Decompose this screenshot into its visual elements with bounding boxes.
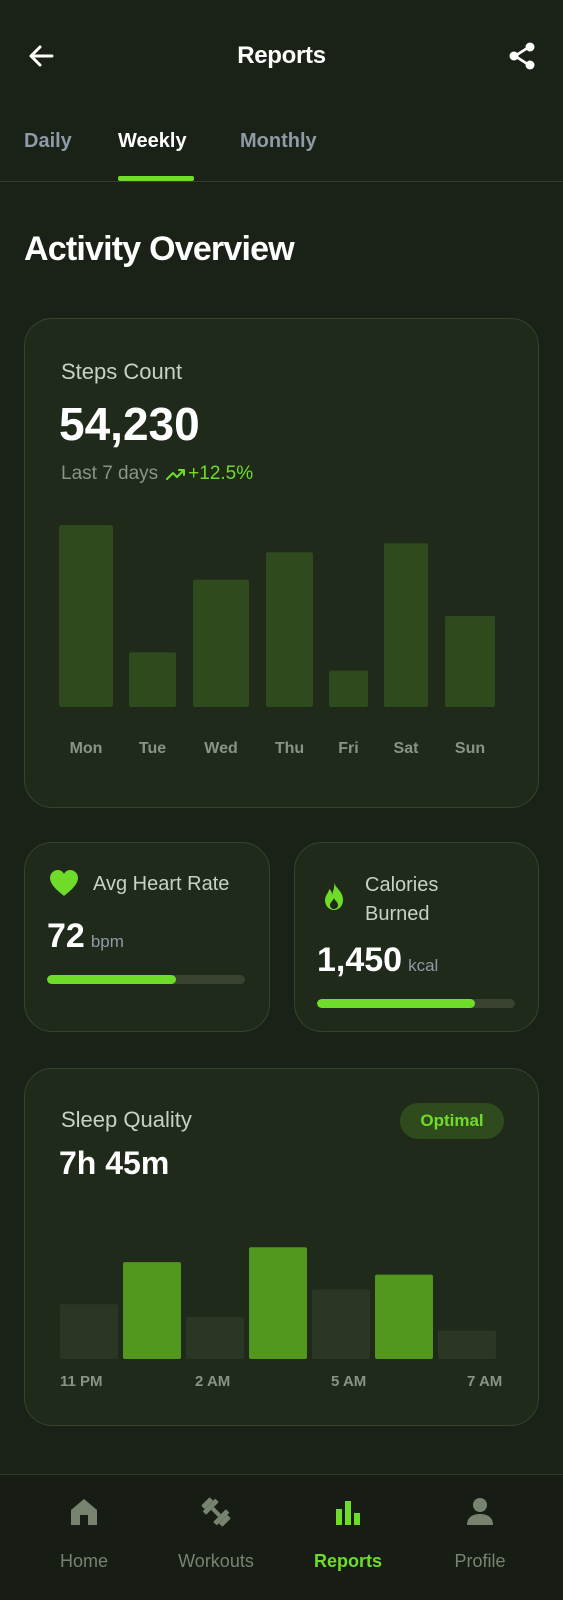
sleep-bar <box>249 1247 307 1359</box>
active-tab-indicator <box>118 176 194 181</box>
steps-card[interactable]: Steps Count 54,230 Last 7 days +12.5% Mo… <box>24 318 539 808</box>
nav-reports[interactable]: Reports <box>288 1495 408 1572</box>
steps-day-label: Tue <box>139 740 166 757</box>
steps-day-label: Thu <box>275 740 304 757</box>
steps-value: 54,230 <box>59 398 200 450</box>
bar-chart-icon <box>336 1501 360 1525</box>
steps-bar-sun <box>445 616 495 707</box>
sleep-bar <box>438 1330 496 1359</box>
steps-trend: +12.5% <box>166 463 253 485</box>
calories-unit: kcal <box>408 956 439 975</box>
tab-weekly[interactable]: Weekly <box>118 130 187 152</box>
section-title: Activity Overview <box>24 230 295 268</box>
sleep-bar <box>186 1316 244 1359</box>
calories-value-row: 1,450 kcal <box>317 941 438 980</box>
sleep-status-badge: Optimal <box>400 1103 504 1139</box>
sleep-bar <box>375 1274 433 1359</box>
heart-unit: bpm <box>90 932 124 951</box>
sleep-bar <box>60 1304 118 1359</box>
sleep-value: 7h 45m <box>59 1145 170 1181</box>
sleep-label: Sleep Quality <box>61 1107 192 1132</box>
heart-label: Avg Heart Rate <box>93 873 230 895</box>
steps-day-label: Fri <box>338 740 358 757</box>
nav-workouts[interactable]: Workouts <box>156 1495 276 1572</box>
arrow-left-icon <box>29 45 54 67</box>
steps-day-label: Mon <box>70 740 103 757</box>
heart-value-row: 72 bpm <box>47 917 124 956</box>
calories-progress-track <box>317 999 515 1008</box>
period-tabs: Daily Weekly Monthly <box>0 118 563 182</box>
page-title: Reports <box>237 42 326 69</box>
user-icon <box>467 1498 493 1525</box>
heart-progress-fill <box>47 975 176 984</box>
calories-label-line1: Calories <box>365 874 439 896</box>
heart-icon <box>50 870 78 896</box>
trending-up-icon <box>166 469 186 480</box>
nav-label: Home <box>59 1551 108 1571</box>
nav-profile[interactable]: Profile <box>420 1495 540 1572</box>
sleep-bar <box>123 1262 181 1359</box>
steps-bar-fri <box>329 670 368 707</box>
share-button[interactable] <box>506 40 538 72</box>
steps-trend-value: +12.5% <box>188 463 254 484</box>
nav-label: Workouts <box>178 1551 254 1571</box>
steps-bar-sat <box>384 543 428 707</box>
sleep-time-label: 2 AM <box>195 1373 231 1390</box>
steps-bar-thu <box>266 552 313 707</box>
sleep-time-label: 11 PM <box>60 1373 103 1390</box>
steps-bar-chart: Mon Tue Wed Thu Fri Sat Sun <box>59 525 495 757</box>
sleep-time-label: 5 AM <box>331 1373 367 1390</box>
calories-card[interactable]: Calories Burned 1,450 kcal <box>294 842 539 1032</box>
steps-subline: Last 7 days +12.5% <box>61 463 253 485</box>
steps-bar-tue <box>129 652 176 707</box>
sleep-bar <box>312 1289 370 1359</box>
flame-icon <box>325 882 343 910</box>
share-icon <box>509 42 535 70</box>
steps-period: Last 7 days <box>61 463 159 484</box>
sleep-card[interactable]: Sleep Quality Optimal 7h 45m 11 PM 2 AM … <box>24 1068 539 1426</box>
steps-bar-wed <box>193 579 249 707</box>
calories-label: Calories Burned <box>365 871 438 929</box>
sleep-bar-chart <box>60 1247 496 1359</box>
home-icon <box>71 1499 97 1525</box>
tab-daily[interactable]: Daily <box>24 130 72 152</box>
calories-label-line2: Burned <box>365 903 430 925</box>
steps-day-label: Sat <box>394 740 420 757</box>
calories-value: 1,450 <box>317 941 403 979</box>
sleep-time-label: 7 AM <box>467 1373 503 1390</box>
bottom-navigation: Home Workouts Reports Profile <box>0 1474 563 1600</box>
steps-day-label: Wed <box>204 740 237 757</box>
heart-progress-track <box>47 975 245 984</box>
nav-home[interactable]: Home <box>24 1495 144 1572</box>
steps-day-label: Sun <box>455 740 485 757</box>
calories-progress-fill <box>317 999 476 1008</box>
app-header: Reports <box>0 0 563 118</box>
nav-label: Profile <box>454 1551 506 1571</box>
tab-monthly[interactable]: Monthly <box>240 130 317 152</box>
nav-label: Reports <box>313 1551 382 1571</box>
dumbbell-icon <box>201 1497 231 1527</box>
steps-bar-mon <box>59 525 113 707</box>
heart-rate-card[interactable]: Avg Heart Rate 72 bpm <box>24 842 270 1032</box>
back-button[interactable] <box>26 40 58 72</box>
steps-label: Steps Count <box>61 359 183 384</box>
heart-value: 72 <box>47 917 85 955</box>
